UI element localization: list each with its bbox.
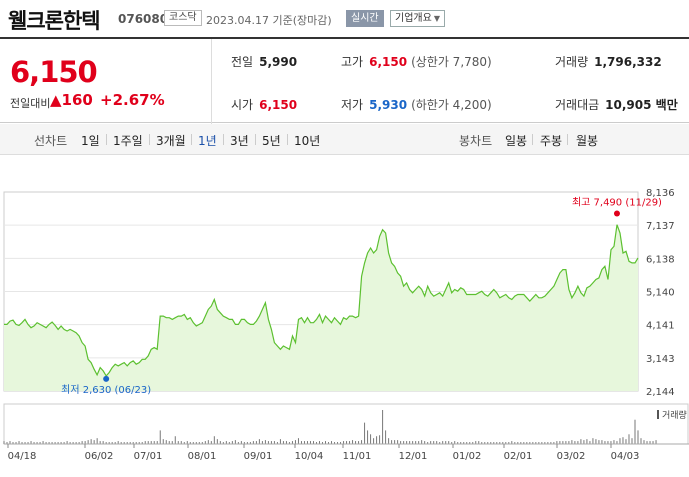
y-tick-label: 4,141 (646, 321, 675, 332)
line-chart-heading: 선차트 (34, 134, 68, 148)
stat-value: 5,930 (369, 98, 408, 112)
stock-header: 웰크론한텍 076080 코스닥 2023.04.17 기준(장마감) 실시간 … (0, 0, 689, 36)
market-badge: 코스닥 (164, 10, 202, 26)
stock-code: 076080 (118, 12, 169, 26)
price-line (4, 224, 639, 377)
stat-value: 6,150 (259, 98, 298, 112)
current-price: 6,150 (10, 55, 98, 89)
stat-label: 저가 (341, 98, 364, 112)
volume-frame (3, 403, 689, 445)
x-tick-label: 08/01 (188, 451, 217, 462)
price-chart: 8,136 7,137 6,138 5,140 4,141 3,143 2,144 최고 7,… (0, 180, 689, 477)
stat-value: 1,796,332 (594, 55, 662, 69)
stat-high: 고가 6,150 (상한가 7,780) (341, 53, 492, 70)
tab-weekly[interactable]: 주봉 (540, 134, 563, 148)
tab-divider (255, 134, 256, 145)
stat-prev-close: 전일 5,990 (231, 53, 297, 70)
change-percent: +2.67% (100, 91, 165, 109)
x-tick-label: 10/04 (295, 451, 324, 462)
x-tick-label: 09/01 (244, 451, 273, 462)
high-annotation: 최고 7,490 (11/29) (572, 196, 662, 208)
y-tick-label: 6,138 (646, 254, 675, 265)
tab-divider (106, 134, 107, 145)
tab-divider (191, 134, 192, 145)
stat-label: 전일 (231, 55, 254, 69)
tab-5y[interactable]: 5년 (262, 134, 281, 148)
stat-value: 6,150 (369, 55, 408, 69)
change-label: 전일대비 (10, 97, 51, 110)
realtime-button[interactable]: 실시간 (346, 10, 384, 27)
stat-low: 저가 5,930 (하한가 4,200) (341, 96, 492, 113)
low-marker (103, 375, 110, 382)
high-marker (613, 210, 620, 217)
x-tick-label: 04/18 (8, 451, 37, 462)
tab-monthly[interactable]: 월봉 (576, 134, 599, 148)
price-area (4, 224, 638, 391)
stat-label: 거래량 (555, 55, 589, 69)
stat-label: 고가 (341, 55, 364, 69)
y-tick-label: 2,144 (646, 387, 675, 398)
x-tick-label: 04/03 (611, 451, 640, 462)
x-tick-label: 11/01 (343, 451, 372, 462)
y-tick-label: 7,137 (646, 221, 675, 232)
tab-divider (532, 134, 533, 145)
x-tick-label: 03/02 (557, 451, 586, 462)
tab-divider (567, 134, 568, 145)
candle-chart-heading: 봉차트 (459, 134, 493, 148)
volume-label: 거래량 (662, 409, 687, 421)
low-annotation: 최저 2,630 (06/23) (61, 384, 151, 396)
price-summary: 6,150 전일대비 ▲160 +2.67% 전일 5,990 고가 6,150 (상… (0, 37, 689, 124)
y-tick-label: 8,136 (646, 188, 675, 199)
stat-limit: (하한가 4,200) (411, 98, 492, 112)
y-tick-label: 3,143 (646, 354, 675, 365)
y-tick-label: 5,140 (646, 288, 675, 299)
tab-divider (223, 134, 224, 145)
stat-open: 시가 6,150 (231, 96, 297, 113)
price-chart-svg: 8,136 7,137 6,138 5,140 4,141 3,143 2,144 최고 7,… (3, 188, 689, 462)
tab-divider (287, 134, 288, 145)
x-tick-label: 07/01 (134, 451, 163, 462)
stat-label: 거래대금 (555, 98, 600, 112)
volume-legend-mark (657, 410, 659, 419)
stock-name: 웰크론한텍 (8, 9, 101, 33)
quote-date: 2023.04.17 기준(장마감) (206, 14, 332, 27)
chart-period-tabs: 선차트 1일 1주일 3개월 1년 3년 5년 10년 봉차트 일봉 주봉 월봉 (0, 124, 689, 155)
tab-1y[interactable]: 1년 (198, 134, 217, 148)
x-tick-label: 06/02 (85, 451, 114, 462)
tab-3y[interactable]: 3년 (230, 134, 249, 148)
stat-value: 10,905 백만 (605, 98, 678, 112)
company-info-dropdown[interactable]: 기업개요 ▼ (390, 10, 445, 27)
tab-daily[interactable]: 일봉 (505, 134, 528, 148)
tab-1w[interactable]: 1주일 (113, 134, 143, 148)
divider (211, 39, 212, 124)
stat-label: 시가 (231, 98, 254, 112)
change-value: ▲160 (50, 91, 93, 109)
tab-1d[interactable]: 1일 (81, 134, 100, 148)
tab-10y[interactable]: 10년 (294, 134, 321, 148)
tab-divider (149, 134, 150, 145)
company-info-label: 기업개요 (395, 13, 432, 24)
stat-value: 5,990 (259, 55, 298, 69)
x-tick-label: 02/01 (504, 451, 533, 462)
x-tick-label: 12/01 (399, 451, 428, 462)
stat-amount: 거래대금 10,905 백만 (555, 96, 678, 113)
tab-3m[interactable]: 3개월 (156, 134, 186, 148)
chevron-down-icon: ▼ (433, 14, 440, 23)
stat-volume: 거래량 1,796,332 (555, 53, 662, 70)
x-tick-label: 01/02 (453, 451, 482, 462)
stat-limit: (상한가 7,780) (411, 55, 492, 69)
